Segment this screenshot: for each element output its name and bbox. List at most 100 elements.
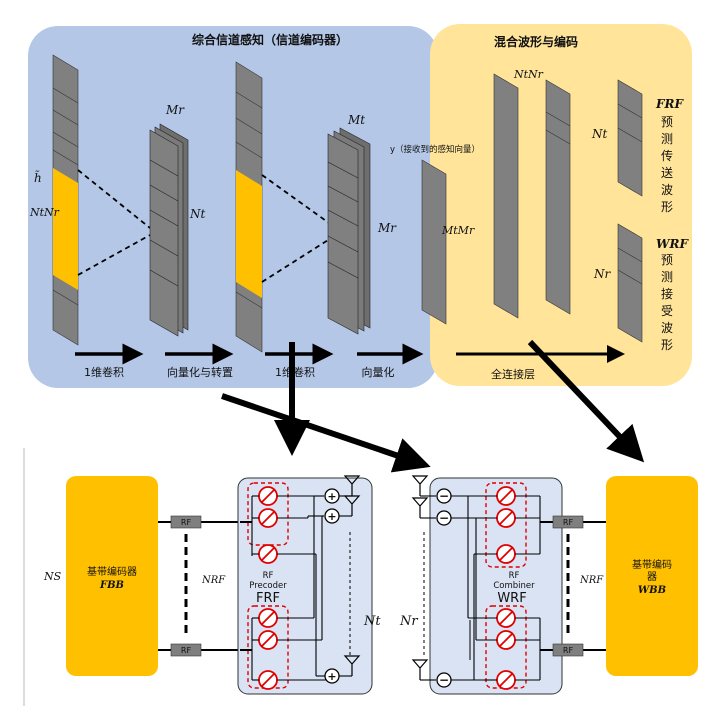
conv-dashed-line [77,234,151,276]
mr-label: Mr [165,103,185,117]
nt-nr-label: NtNr [29,206,60,219]
wrf-desc-char: 预 [661,253,673,267]
wrf-to-combiner-arrow [527,339,645,463]
h-tilde-label: h̃ [34,169,42,185]
nrf-label-left: NRF [201,575,226,586]
phase-shifter-slash [498,632,514,648]
antenna-icon [343,495,361,516]
rf-chain-block [552,643,584,657]
frf-desc-char: 形 [661,200,673,214]
phase-shifter-slash [260,488,276,504]
mr-label-2: Mr [377,221,397,235]
y-label: y（接收到的感知向量） [390,144,480,155]
bb-encoder-left-label: 基带编码器 [87,565,137,578]
frf-desc-char: 测 [661,132,673,146]
ns-label: NS [43,570,62,583]
frf-desc-char: 送 [661,165,673,180]
rf-chain-label: RF [181,646,192,655]
combiner-symbol: WRF [497,591,526,606]
fc-layer-1 [493,73,519,319]
feature-map-stack-2 [327,127,371,335]
splitter-minus: − [439,489,449,503]
feature-map-stack-1 [149,123,189,337]
received-vector-layer [421,159,447,325]
wrf-output-layer [617,223,643,343]
wrf-desc-char: 波 [661,321,673,335]
frf-output-layer [617,79,643,197]
phase-shifter-slash [498,546,514,562]
precoder-phase-shifters [258,486,278,690]
phase-shifter-slash [498,510,514,526]
baseband-encoder-left [66,476,158,676]
step-label-vectorize-transpose: 向量化与转置 [167,365,233,379]
baseband-encoder-right [606,476,698,676]
rf-chain-label: RF [563,518,574,527]
nt-antennas-label: Nt [363,614,381,629]
mt-label: Mt [347,113,365,127]
bb-encoder-right-label: 基带编码 [632,558,672,571]
antenna-icon [411,659,429,680]
step-label-conv1: 1维卷积 [84,365,124,379]
conv-dashed-line [261,234,337,283]
adder-plus: + [327,490,336,503]
phase-shifter-slash [260,610,276,626]
nt-label: Nt [189,207,206,221]
frf-desc-char: 波 [661,183,673,197]
splitter-minus: − [439,511,449,525]
wrf-desc-char: 受 [661,304,673,318]
frf-label: FRF [655,97,684,111]
conv-dashed-line [261,174,337,229]
antenna-icon [411,475,429,496]
adder-plus: + [327,510,336,523]
phase-shifter-slash [260,632,276,648]
hybrid-title: 混合波形与编码 [494,34,578,49]
frf-desc-char: 传 [661,148,673,163]
ntnr-top-label: NtNr [513,68,544,81]
bb-encoder-right-label-2: 器 [647,571,657,583]
rf-chain-label: RF [181,518,192,527]
rf-chain-block [552,515,584,529]
step-label-vectorize: 向量化 [362,365,395,379]
precoder-title: RF [263,571,274,581]
reshaped-layer [235,61,263,353]
wrf-label: WRF [656,237,689,251]
nr-antennas-label: Nr [399,614,418,629]
wrf-desc-char: 测 [661,270,673,284]
fc-layer-2 [545,79,571,315]
rf-chain-block [170,515,202,529]
splitter-minus: − [439,673,449,687]
combiner-wiring: − − − [411,475,553,688]
rf-chain-block [170,643,202,657]
sensing-title: 综合信道感知（信道编码器） [192,32,348,47]
phase-shifter-slash [498,488,514,504]
phase-shifter-slash [260,672,276,688]
combiner-title: RF [509,571,520,581]
antenna-icon [343,655,361,676]
nt-label-right: Nt [591,127,608,141]
step-label-fully-connected: 全连接层 [491,367,535,381]
mtmr-label: MtMr [441,224,475,237]
wbb-label: WBB [638,585,666,596]
precoder-symbol: FRF [256,591,280,606]
wrf-desc-char: 形 [661,338,673,352]
phase-shifter-slash [498,610,514,626]
antenna-icon [343,475,361,496]
frf-desc-char: 预 [661,115,673,129]
nr-label-right: Nr [593,267,612,281]
phase-shifter-slash [260,546,276,562]
conv-dashed-line [77,169,151,229]
adder-plus: + [327,670,336,683]
precoder-wiring: + + + [240,475,361,684]
combiner-title-2: Combiner [493,581,535,591]
phase-shifter-slash [260,510,276,526]
input-channel-layer [52,54,79,346]
wrf-desc-char: 接 [661,286,673,301]
frf-to-combiner-arrow [221,393,431,473]
rf-chain-label: RF [563,646,574,655]
fbb-label: FBB [99,580,124,591]
antenna-icon [411,497,429,518]
nrf-label-right: NRF [579,575,604,586]
